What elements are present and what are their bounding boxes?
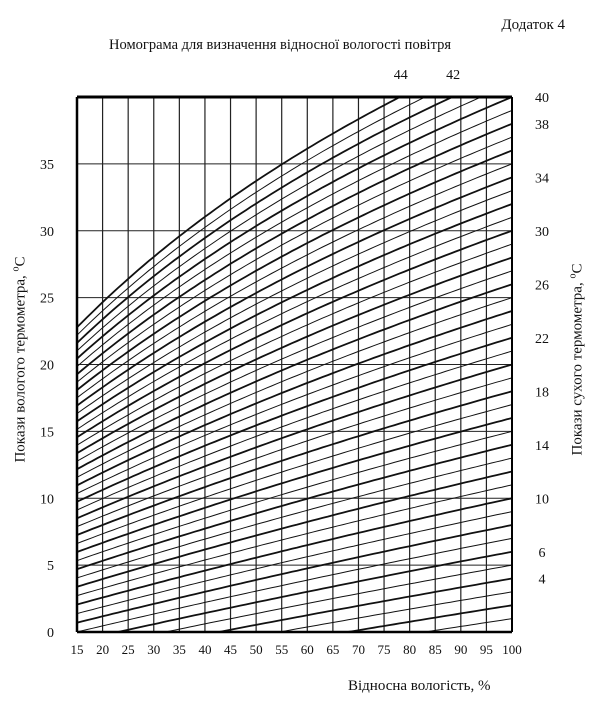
y2-axis-label: Покази сухого термометра, oC [567,263,586,456]
dry-bulb-curve [214,577,512,632]
dry-bulb-curve [77,190,512,415]
y-tick-label: 10 [40,492,54,507]
right-curve-label: 4 [539,573,546,588]
dry-bulb-curve [77,229,512,439]
x-tick-label: 20 [96,642,109,657]
dry-bulb-curve [276,591,512,632]
dry-bulb-curve [77,484,512,597]
dry-bulb-curve [77,97,402,328]
x-tick-label: 50 [250,642,263,657]
dry-bulb-curve [77,377,512,528]
dry-bulb-curve [77,524,512,624]
x-tick-label: 70 [352,642,365,657]
dry-bulb-curve [77,163,512,399]
dry-bulb-curve [77,270,512,462]
dry-bulb-curve [342,604,512,632]
y-tick-label: 5 [47,559,54,574]
x-tick-label: 80 [403,642,416,657]
x-tick-label: 15 [71,642,84,657]
x-tick-label: 30 [147,642,160,657]
page-label: Додаток 4 [501,17,565,33]
x-tick-label: 90 [454,642,467,657]
y-tick-label: 0 [47,626,54,641]
right-curve-label: 6 [539,546,546,561]
dry-bulb-curve [77,97,483,352]
y-tick-label: 15 [40,425,54,440]
dry-bulb-curve [77,256,512,454]
dry-bulb-curves [77,97,512,632]
x-tick-label: 75 [378,642,391,657]
x-tick-labels: 15 20 25 30 35 40 45 50 55 60 65 70 75 80 85 90 95 100 [71,642,522,657]
y-tick-label: 20 [40,359,54,374]
x-tick-label: 60 [301,642,314,657]
dry-bulb-curve [77,310,512,487]
dry-bulb-curve [77,497,512,606]
x-tick-label: 85 [429,642,442,657]
dry-bulb-curve [77,283,512,470]
chart-title: Номограма для визначення відносної волог… [109,37,451,53]
y-axis-label: Покази вологого термометра, oC [10,256,29,463]
dry-bulb-curve [77,97,455,344]
dry-bulb-curve [77,203,512,423]
y-tick-label: 35 [40,158,54,173]
x-axis-label: Відносна вологість, % [348,678,491,694]
dry-bulb-curve [77,97,427,336]
dry-bulb-curve [77,176,512,407]
x-tick-label: 100 [502,642,522,657]
top-curve-label: 44 [394,68,408,83]
right-curve-label: 10 [535,492,549,507]
dry-bulb-curve [421,618,512,632]
dry-bulb-curve [77,149,512,391]
x-tick-label: 35 [173,642,186,657]
dry-bulb-curve [77,136,512,383]
dry-bulb-curve [77,297,512,478]
y-tick-labels: 0 5 10 15 20 25 30 35 [40,158,54,641]
dry-bulb-curve [77,404,512,544]
dry-bulb-curve [162,564,512,632]
right-curve-label: 38 [535,118,549,133]
x-tick-label: 65 [326,642,339,657]
dry-bulb-curve [77,443,512,571]
right-curve-label: 34 [535,171,549,186]
right-curve-label: 18 [535,385,549,400]
dry-bulb-curve [77,417,512,553]
dry-bulb-curve [77,430,512,562]
x-tick-label: 45 [224,642,237,657]
dry-bulb-curve [77,243,512,446]
top-curve-label: 42 [446,68,460,83]
dry-bulb-curve [77,97,512,360]
dry-bulb-curve [77,470,512,588]
right-curve-label: 14 [535,439,549,454]
right-curve-label: 22 [535,332,549,347]
top-curve-labels: 44 42 [394,68,460,83]
x-tick-label: 40 [198,642,211,657]
dry-bulb-curve [77,323,512,494]
x-tick-label: 55 [275,642,288,657]
right-curve-label: 40 [535,91,549,106]
x-tick-label: 25 [122,642,135,657]
dry-bulb-curve [77,363,512,520]
y-tick-label: 25 [40,292,54,307]
right-curve-label: 30 [535,225,549,240]
dry-bulb-curve [77,122,512,375]
dry-bulb-curve [77,511,512,615]
dry-bulb-curve [77,457,512,579]
plot-frame [75,95,513,634]
y-tick-label: 30 [40,225,54,240]
dry-bulb-curve [77,350,512,511]
x-tick-label: 95 [480,642,493,657]
right-curve-labels: 40 38 34 30 26 22 18 14 10 6 4 [535,91,549,588]
dry-bulb-curve [77,109,512,367]
right-curve-label: 26 [535,278,549,293]
dry-bulb-curve [77,216,512,430]
dry-bulb-curve [77,336,512,503]
dry-bulb-curve [113,550,512,632]
dry-bulb-curve [77,537,512,632]
dry-bulb-curve [77,390,512,536]
